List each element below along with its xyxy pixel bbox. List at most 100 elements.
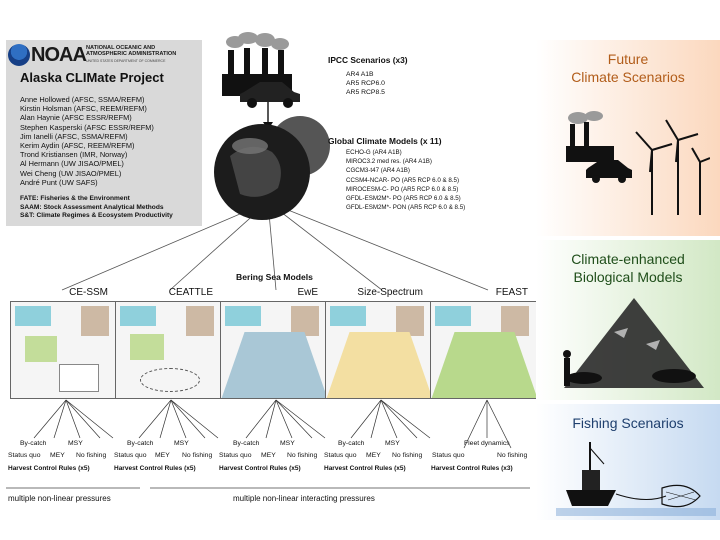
noaa-full-name: NATIONAL OCEANIC AND ATMOSPHERIC ADMINIS… — [86, 45, 177, 57]
model-panel-size-spectrum — [325, 301, 432, 399]
leaf-mey: MEY — [50, 452, 65, 459]
member-item: Al Hermann (UW JISAO/PMEL) — [20, 159, 124, 169]
abbreviation-item: FATE: Fisheries & the Environment — [20, 195, 130, 202]
climate-illustration — [214, 32, 330, 220]
leaf-msy: MSY — [68, 440, 83, 447]
fishery-box — [396, 306, 424, 336]
fishery-box — [291, 306, 319, 336]
member-list: Anne Hollowed (AFSC, SSMA/REFM) Kirstin … — [20, 95, 154, 187]
fishing-title: Fishing Scenarios — [572, 415, 684, 431]
abbreviation-list: FATE: Fisheries & the Environment SAAM: … — [20, 195, 173, 221]
member-item: Stephen Kasperski (AFSC ESSR/REFM) — [20, 122, 154, 132]
fishery-box — [501, 306, 529, 336]
bio-title: Climate-enhanced Biological Models — [536, 250, 720, 286]
model-label-ceattle: CEATTLE — [168, 287, 213, 298]
gcm-list: ECHO-G (AR4 A1B) MIROC3.2 med res. (AR4 … — [346, 148, 465, 212]
member-item: André Punt (UW SAFS) — [20, 177, 98, 187]
member-item: Jim Ianelli (AFSC, SSMA/REFM) — [20, 131, 128, 141]
abbreviation-item: S&T: Climate Regimes & Ecosystem Product… — [20, 212, 173, 220]
member-item: Kirstin Holsman (AFSC, REEM/REFM) — [20, 104, 147, 114]
model-panel-ce-ssm — [10, 301, 117, 399]
future-title: Future Climate Scenarios — [536, 50, 720, 86]
stock-box — [59, 364, 99, 392]
model-panel-ceattle — [115, 301, 222, 399]
leaf-msy: MSY — [174, 440, 189, 447]
gcm-item: GFDL-ESM2M*- PO (AR5 RCP 6.0 & 8.5) — [346, 195, 461, 203]
leaf-no-fishing: No fishing — [182, 452, 213, 459]
member-item: Anne Hollowed (AFSC, SSMA/REFM) — [20, 95, 145, 104]
gcm-item: CCSM4-NCAR- PO (AR5 RCP 6.0 & 8.5) — [346, 176, 460, 184]
climate-driver-box — [225, 306, 261, 326]
leaf-mey: MEY — [366, 452, 381, 459]
model-label-ce-ssm: CE-SSM — [69, 287, 108, 298]
future-title-line2: Climate Scenarios — [571, 69, 685, 85]
hcr-label: Harvest Control Rules (x5) — [8, 465, 90, 472]
ipcc-item: AR5 RCP8.5 — [346, 89, 385, 97]
bio-title-line2: Biological Models — [573, 269, 683, 285]
pressure-label-left: multiple non-linear pressures — [8, 494, 111, 503]
model-label-feast: FEAST — [495, 287, 528, 298]
gcm-item: ECHO-G (AR4 A1B) — [346, 149, 402, 156]
leaf-msy: MSY — [280, 440, 295, 447]
biological-models-section: Climate-enhanced Biological Models — [536, 240, 720, 400]
leaf-bycatch: By-catch — [127, 440, 154, 447]
fishing-scenarios-section: Fishing Scenarios — [536, 404, 720, 520]
future-title-line1: Future — [607, 51, 649, 67]
future-climate-section: Future Climate Scenarios — [536, 40, 720, 236]
noaa-logo-icon — [8, 44, 30, 66]
globe-icon — [214, 116, 330, 220]
bering-sea-title: Bering Sea Models — [236, 272, 313, 282]
feast-panel — [431, 332, 536, 398]
leaf-no-fishing: No fishing — [497, 452, 528, 459]
fishing-vessel-icon — [556, 442, 716, 516]
leaf-bycatch: By-catch — [233, 440, 260, 447]
fishery-box — [81, 306, 109, 336]
ipcc-item: AR5 RCP6.0 — [346, 80, 385, 88]
ipcc-list: AR4 A1B AR5 RCP6.0 AR5 RCP8.5 — [346, 70, 385, 98]
model-panel-ewe — [220, 301, 327, 399]
climate-driver-box — [15, 306, 51, 326]
noaa-department: UNITED STATES DEPARTMENT OF COMMERCE — [86, 59, 166, 63]
leaf-no-fishing: No fishing — [76, 452, 107, 459]
abbreviation-item: SAAM: Stock Assessment Analytical Method… — [20, 203, 164, 211]
hcr-label: Harvest Control Rules (x3) — [431, 465, 513, 472]
smoke-icon — [226, 32, 289, 50]
gcm-item: MIROC3.2 med res. (AR4 A1B) — [346, 158, 432, 166]
gcm-title: Global Climate Models (x 11) — [328, 136, 442, 146]
gcm-item: GFDL-ESM2M*- PON (AR5 RCP 6.0 & 8.5) — [346, 204, 466, 212]
leaf-mey: MEY — [155, 452, 170, 459]
leaf-status-quo: Status quo — [8, 452, 41, 459]
climate-driver-box — [435, 306, 471, 326]
windmill-factory-icon — [566, 111, 710, 215]
climate-driver-box — [330, 306, 366, 326]
member-item: Wei Cheng (UW JISAO/PMEL) — [20, 168, 122, 178]
leaf-no-fishing: No fishing — [392, 452, 423, 459]
model-label-ewe: EwE — [297, 287, 318, 298]
gcm-item: MIROCESM-C- PO (AR5 RCP 6.0 & 8.5) — [346, 185, 459, 193]
biology-box — [130, 334, 164, 360]
leaf-fleet-dynamics: Fleet dynamics — [464, 440, 510, 447]
leaf-status-quo: Status quo — [219, 452, 252, 459]
hcr-label: Harvest Control Rules (x5) — [114, 465, 196, 472]
ipcc-title: IPCC Scenarios (x3) — [328, 55, 408, 65]
leaf-status-quo: Status quo — [432, 452, 465, 459]
car-icon — [240, 82, 300, 108]
food-web-icon — [563, 298, 704, 388]
member-item: Kerim Aydin (AFSC, REEM/REFM) — [20, 141, 135, 151]
project-panel — [6, 40, 202, 226]
model-panel-feast — [430, 301, 537, 399]
fishery-box — [186, 306, 214, 336]
gcm-item: CGCM3-t47 (AR4 A1B) — [346, 167, 410, 175]
noaa-wordmark: NOAA — [31, 44, 87, 66]
project-title: Alaska CLIMate Project — [20, 70, 164, 85]
member-item: Trond Kristiansen (IMR, Norway) — [20, 150, 128, 160]
ipcc-item: AR4 A1B — [346, 71, 374, 78]
predation-loop — [140, 368, 200, 392]
biology-box — [25, 336, 57, 362]
leaf-status-quo: Status quo — [324, 452, 357, 459]
model-label-size-spectrum: Size-Spectrum — [357, 287, 423, 298]
leaf-mey: MEY — [261, 452, 276, 459]
hcr-label: Harvest Control Rules (x5) — [324, 465, 406, 472]
leaf-no-fishing: No fishing — [287, 452, 318, 459]
leaf-bycatch: By-catch — [20, 440, 47, 447]
